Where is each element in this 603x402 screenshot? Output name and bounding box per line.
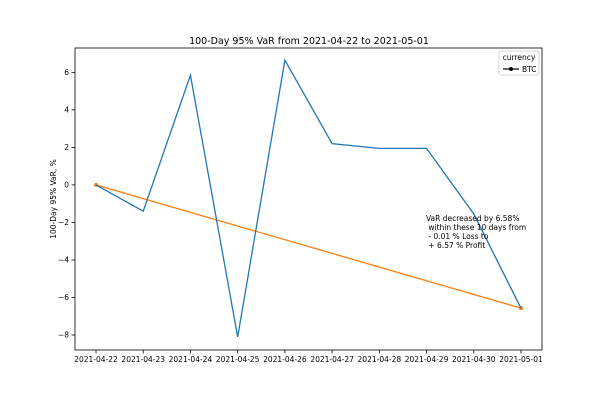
x-tick-label: 2021-04-24 [169,355,213,364]
x-tick-label: 2021-04-28 [358,355,402,364]
legend: currency BTC [498,50,540,76]
annotation-line-4: + 6.57 % Profit [426,241,485,250]
x-tick-label: 2021-04-25 [216,355,260,364]
legend-swatch-marker-btc [509,67,513,71]
x-tick-label: 2021-04-22 [74,355,118,364]
x-tick-label: 2021-04-23 [121,355,165,364]
y-tick-label: 0 [64,181,69,190]
legend-title: currency [503,53,536,62]
y-tick-label: −2 [58,218,69,227]
annotation-line-1: VaR decreased by 6.58% [426,214,519,223]
y-axis-ticks: −8 −6 −4 −2 0 2 4 6 [58,68,75,340]
trend-line [95,184,522,309]
y-tick-label: −6 [58,293,69,302]
x-tick-label: 2021-05-01 [499,355,543,364]
var-annotation: VaR decreased by 6.58% within these 10 d… [426,214,526,250]
x-tick-label: 2021-04-29 [405,355,449,364]
annotation-line-2: within these 10 days from [426,223,526,232]
y-tick-label: 2 [64,143,69,152]
legend-label-btc: BTC [522,65,537,74]
plot-frame [74,47,543,351]
y-tick-label: 4 [64,106,69,115]
y-axis-label: 100-Day 95% VaR, % [49,159,58,239]
x-tick-label: 2021-04-30 [452,355,496,364]
x-tick-label: 2021-04-26 [263,355,307,364]
annotation-line-3: - 0.01 % Loss to [426,232,489,241]
y-tick-label: −8 [58,331,69,340]
x-tick-label: 2021-04-27 [310,355,354,364]
y-tick-label: −4 [58,256,69,265]
series-line-btc [95,58,522,337]
chart-title: 100-Day 95% VaR from 2021-04-22 to 2021-… [189,36,429,47]
y-tick-label: 6 [64,68,69,77]
x-axis-ticks: 2021-04-22 2021-04-23 2021-04-24 2021-04-25… [74,350,543,364]
